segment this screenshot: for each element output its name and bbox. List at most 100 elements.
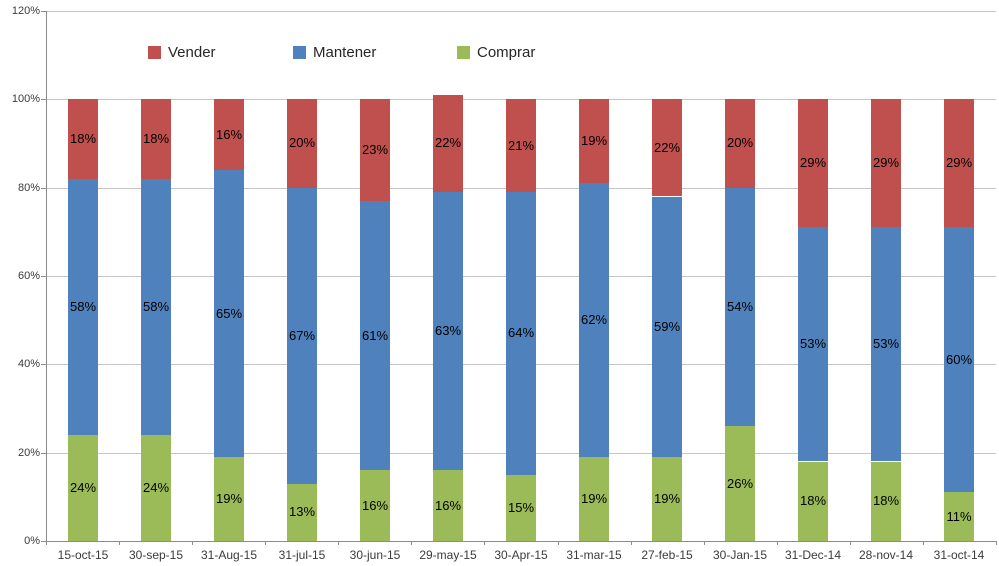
data-label: 18% <box>69 131 97 146</box>
bar-segment-mantener <box>506 192 536 475</box>
bar-segment-vender <box>433 94 463 193</box>
x-axis-label: 15-oct-15 <box>57 548 109 562</box>
x-tick-mark <box>192 541 193 545</box>
bar-segment-vender <box>214 99 244 170</box>
y-tick-mark <box>41 541 46 542</box>
data-label: 16% <box>361 498 389 513</box>
bar-segment-vender <box>798 99 828 228</box>
x-axis-label: 30-Apr-15 <box>494 548 548 562</box>
y-tick-mark <box>41 188 46 189</box>
bar-segment-comprar <box>214 457 244 541</box>
bar-segment-mantener <box>725 187 755 427</box>
bar-segment-vender <box>68 99 98 179</box>
data-label: 18% <box>872 493 900 508</box>
data-label: 53% <box>872 336 900 351</box>
data-label: 65% <box>215 306 243 321</box>
x-axis-label: 27-feb-15 <box>641 548 693 562</box>
bar-segment-comprar <box>433 470 463 541</box>
x-axis-label: 31-jul-15 <box>278 548 326 562</box>
x-axis-label: 31-mar-15 <box>566 548 622 562</box>
bar-segment-mantener <box>579 183 609 458</box>
data-label: 24% <box>142 480 170 495</box>
bar-segment-vender <box>141 99 171 179</box>
bar-segment-mantener <box>360 200 390 471</box>
y-tick-mark <box>41 99 46 100</box>
data-label: 24% <box>69 480 97 495</box>
y-tick-mark <box>41 11 46 12</box>
data-label: 19% <box>580 491 608 506</box>
legend-swatch-vender-icon <box>148 46 161 59</box>
x-tick-mark <box>338 541 339 545</box>
data-label: 19% <box>580 133 608 148</box>
data-label: 13% <box>288 504 316 519</box>
data-label: 21% <box>507 138 535 153</box>
legend-item-vender: Vender <box>148 44 216 61</box>
bar-segment-mantener <box>871 227 901 462</box>
bar-segment-mantener <box>652 196 682 458</box>
data-label: 58% <box>142 299 170 314</box>
data-label: 29% <box>799 155 827 170</box>
x-tick-mark <box>704 541 705 545</box>
bar-segment-vender <box>287 99 317 188</box>
data-label: 63% <box>434 323 462 338</box>
data-label: 60% <box>945 352 973 367</box>
bar-segment-vender <box>944 99 974 228</box>
bar-segment-comprar <box>944 492 974 541</box>
bar-segment-vender <box>871 99 901 228</box>
x-tick-mark <box>119 541 120 545</box>
bar-segment-comprar <box>360 470 390 541</box>
data-label: 62% <box>580 312 608 327</box>
bar-segment-mantener <box>433 192 463 471</box>
x-axis-label: 31-Aug-15 <box>200 548 258 562</box>
bar-segment-comprar <box>798 461 828 541</box>
x-tick-mark <box>850 541 851 545</box>
data-label: 15% <box>507 500 535 515</box>
bar-segment-mantener <box>68 178 98 435</box>
data-label: 23% <box>361 142 389 157</box>
bar-segment-mantener <box>214 170 244 458</box>
bar-segment-vender <box>652 99 682 197</box>
x-tick-mark <box>923 541 924 545</box>
bar-segment-comprar <box>871 461 901 541</box>
data-label: 18% <box>142 131 170 146</box>
x-tick-mark <box>484 541 485 545</box>
data-label: 29% <box>945 155 973 170</box>
x-axis-label: 30-sep-15 <box>128 548 184 562</box>
data-label: 54% <box>726 299 754 314</box>
data-label: 20% <box>726 135 754 150</box>
data-label: 67% <box>288 328 316 343</box>
y-tick-label: 60% <box>17 270 40 282</box>
bar-segment-mantener <box>141 178 171 435</box>
x-tick-mark <box>558 541 559 545</box>
legend: Vender Mantener Comprar <box>0 44 999 64</box>
y-tick-label: 80% <box>17 182 40 194</box>
data-label: 64% <box>507 325 535 340</box>
x-axis-label: 31-oct-14 <box>933 548 985 562</box>
x-axis-label: 28-nov-14 <box>858 548 914 562</box>
data-label: 16% <box>434 498 462 513</box>
data-label: 26% <box>726 476 754 491</box>
gridline <box>46 11 996 12</box>
y-tick-label: 0% <box>24 535 40 547</box>
y-tick-label: 120% <box>11 5 40 17</box>
bar-segment-comprar <box>506 474 536 541</box>
legend-swatch-mantener-icon <box>293 46 306 59</box>
data-label: 20% <box>288 135 316 150</box>
x-axis-label: 30-Jan-15 <box>712 548 768 562</box>
data-label: 53% <box>799 336 827 351</box>
data-label: 18% <box>799 493 827 508</box>
y-tick-label: 40% <box>17 358 40 370</box>
data-label: 16% <box>215 127 243 142</box>
legend-label: Comprar <box>477 44 536 61</box>
y-tick-label: 100% <box>11 93 40 105</box>
bar-segment-comprar <box>68 435 98 541</box>
bar-segment-mantener <box>798 227 828 462</box>
data-label: 22% <box>434 135 462 150</box>
legend-label: Vender <box>168 44 216 61</box>
bar-segment-comprar <box>287 483 317 541</box>
y-axis-line <box>46 11 47 541</box>
legend-item-mantener: Mantener <box>293 44 376 61</box>
bar-segment-comprar <box>579 457 609 541</box>
y-tick-label: 20% <box>17 447 40 459</box>
